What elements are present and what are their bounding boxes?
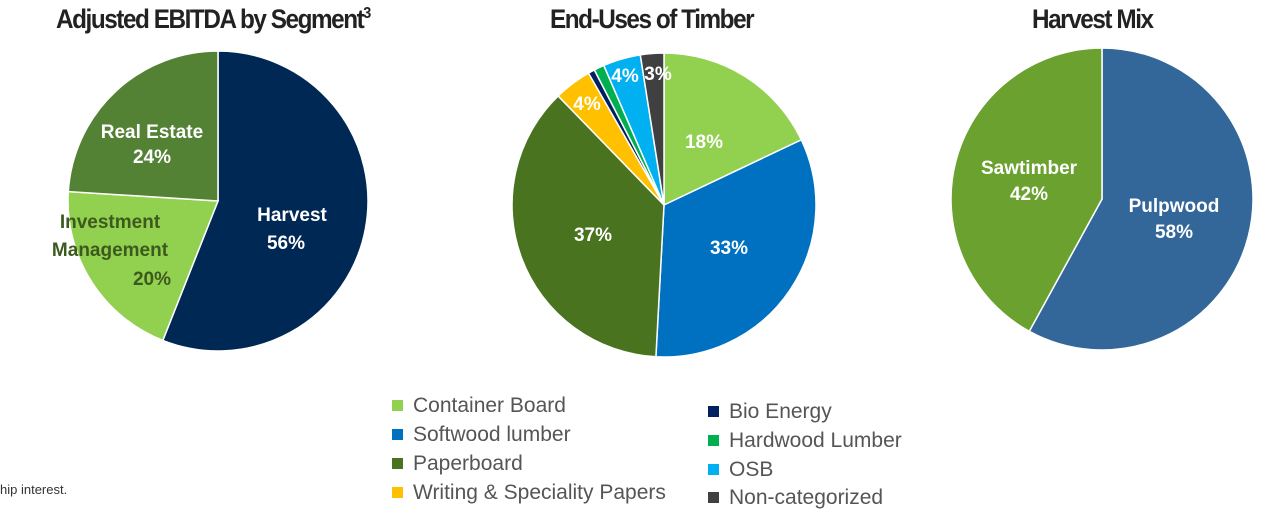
slice-label-pulpwood: Pulpwood bbox=[1129, 196, 1220, 217]
slice-label-sawtimber: Sawtimber bbox=[981, 158, 1078, 179]
legend-item-container-board: Container Board bbox=[392, 394, 566, 418]
legend-label-osb: OSB bbox=[729, 458, 774, 481]
pie-slice-softwood-lumber bbox=[655, 138, 817, 358]
legend-item-hardwood-lumber: Hardwood Lumber bbox=[708, 429, 902, 453]
legend-swatch-writing-papers bbox=[392, 487, 403, 498]
legend-label-writing-papers: Writing & Speciality Papers bbox=[413, 481, 666, 504]
legend-swatch-paperboard bbox=[392, 458, 403, 469]
legend-swatch-container-board bbox=[392, 400, 403, 411]
pie-slice-real-estate bbox=[67, 50, 219, 202]
slice-value-sawtimber: 42% bbox=[1010, 184, 1048, 205]
slice-value-harvest: 56% bbox=[267, 233, 305, 254]
legend-item-softwood-lumber: Softwood lumber bbox=[392, 423, 571, 447]
legend-label-softwood-lumber: Softwood lumber bbox=[413, 423, 571, 446]
slice-label-investment-management-line-1: Investment bbox=[60, 212, 161, 233]
legend-swatch-hardwood-lumber bbox=[708, 435, 719, 446]
slice-value-paperboard: 37% bbox=[574, 225, 612, 246]
slice-value-non-categorized: 3% bbox=[644, 64, 672, 85]
slice-value-real-estate: 24% bbox=[133, 147, 171, 168]
legend-swatch-non-categorized bbox=[708, 492, 719, 503]
pie-slice-pulpwood bbox=[1028, 47, 1254, 351]
slice-label-harvest: Harvest bbox=[257, 205, 327, 226]
legend-item-writing-papers: Writing & Speciality Papers bbox=[392, 481, 666, 505]
slice-value-softwood-lumber: 33% bbox=[710, 238, 748, 259]
legend-item-osb: OSB bbox=[708, 458, 773, 482]
chart-title-end-uses-text: End-Uses of Timber bbox=[550, 4, 755, 34]
slice-value-investment-management: 20% bbox=[133, 269, 171, 290]
pie-slice-non-categorized bbox=[639, 52, 665, 206]
legend-item-paperboard: Paperboard bbox=[392, 452, 523, 476]
legend-label-paperboard: Paperboard bbox=[413, 452, 523, 475]
legend-label-non-categorized: Non-categorized bbox=[729, 486, 884, 509]
pie-slice-harvest bbox=[161, 50, 369, 352]
legend-swatch-bio-energy bbox=[708, 406, 719, 417]
legend-label-hardwood-lumber: Hardwood Lumber bbox=[729, 429, 902, 452]
pie-slice-container-board bbox=[663, 52, 803, 207]
pie-slice-sawtimber bbox=[950, 47, 1103, 333]
pie-slice-paperboard bbox=[511, 94, 665, 358]
footnote-text: hip interest. bbox=[0, 482, 68, 497]
slice-value-pulpwood: 58% bbox=[1155, 222, 1193, 243]
pie-slice-investment-management bbox=[67, 190, 220, 342]
legend-item-non-categorized: Non-categorized bbox=[708, 486, 883, 510]
slice-label-investment-management-line-2: Management bbox=[52, 240, 169, 261]
legend-swatch-osb bbox=[708, 464, 719, 475]
chart-title-harvest-mix-text: Harvest Mix bbox=[1032, 4, 1154, 34]
chart-title-ebitda-footnote-mark: 3 bbox=[363, 5, 372, 22]
slice-value-container-board: 18% bbox=[685, 132, 723, 153]
chart-title-ebitda: Adjusted EBITDA by Segment3 bbox=[56, 4, 371, 35]
chart-title-harvest-mix: Harvest Mix bbox=[1032, 4, 1154, 35]
slice-value-writing-speciality-papers: 4% bbox=[573, 94, 601, 115]
chart-title-end-uses: End-Uses of Timber bbox=[550, 4, 755, 35]
slice-label-real-estate: Real Estate bbox=[101, 122, 203, 143]
slice-value-osb: 4% bbox=[611, 66, 639, 87]
legend-label-container-board: Container Board bbox=[413, 394, 566, 417]
chart-title-ebitda-text: Adjusted EBITDA by Segment bbox=[56, 4, 365, 34]
legend-label-bio-energy: Bio Energy bbox=[729, 400, 832, 423]
legend-item-bio-energy: Bio Energy bbox=[708, 400, 832, 424]
legend-swatch-softwood-lumber bbox=[392, 429, 403, 440]
